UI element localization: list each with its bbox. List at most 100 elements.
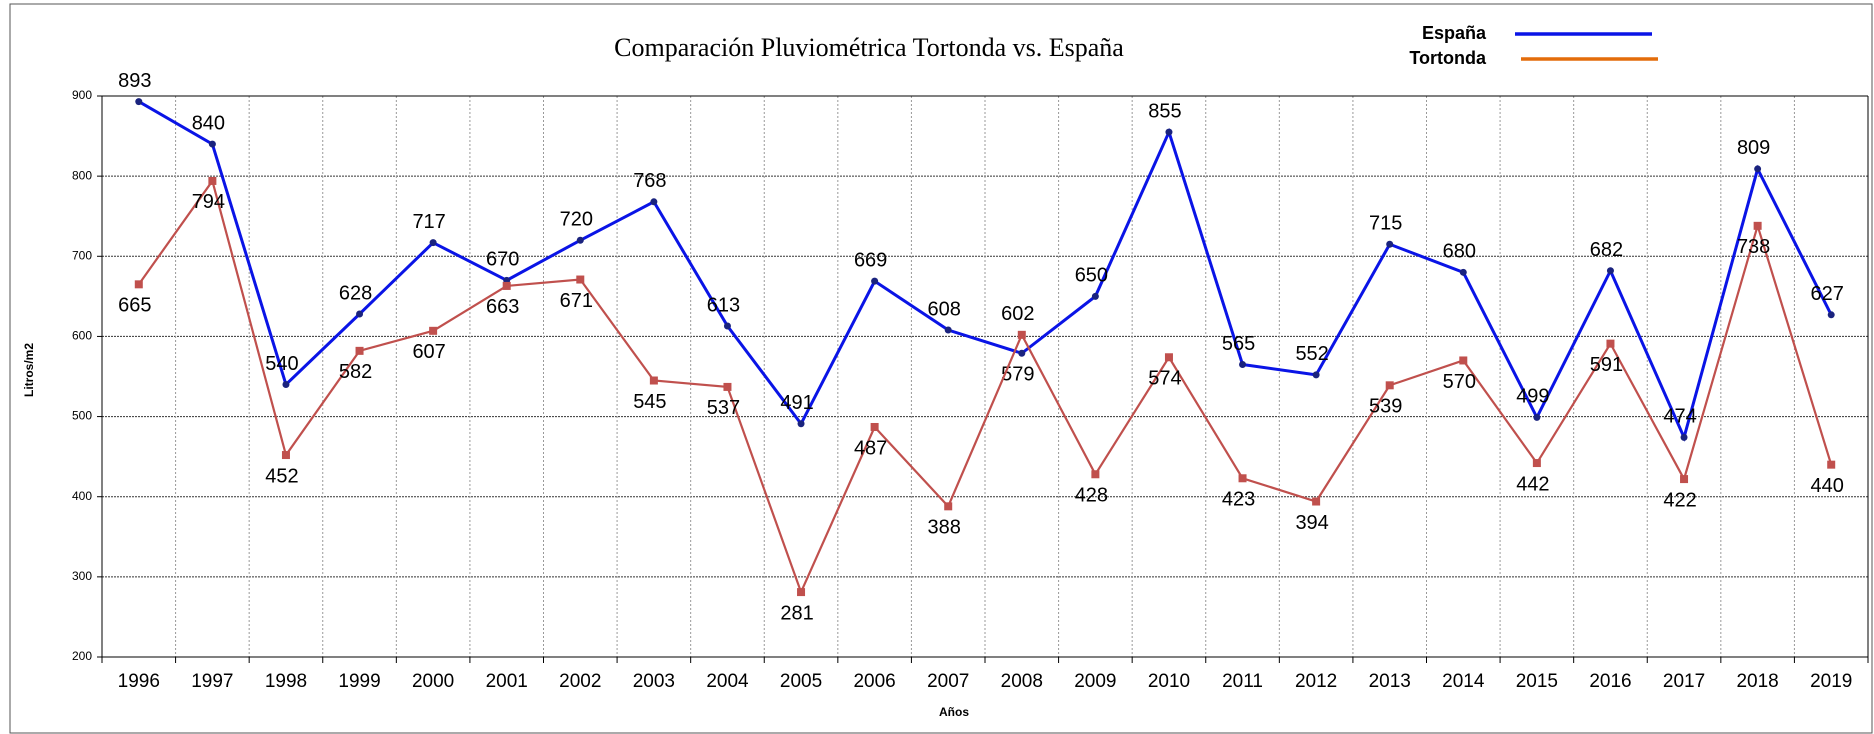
value-label: 682 — [1590, 239, 1623, 261]
value-label: 539 — [1369, 396, 1402, 418]
value-label: 607 — [412, 341, 445, 363]
value-label: 650 — [1075, 265, 1108, 287]
value-label: 613 — [707, 294, 740, 316]
point — [1385, 381, 1394, 390]
x-tick-label: 2019 — [1810, 671, 1852, 692]
value-label: 627 — [1811, 283, 1844, 305]
point — [576, 275, 585, 284]
point — [1459, 356, 1468, 365]
x-tick-label: 2016 — [1589, 671, 1631, 692]
x-tick-label: 2002 — [559, 671, 601, 692]
point — [1606, 339, 1615, 348]
point — [1532, 459, 1541, 468]
point — [208, 140, 216, 148]
point — [1533, 413, 1541, 421]
y-tick-label: 800 — [72, 168, 92, 182]
y-tick-label: 400 — [72, 489, 92, 503]
point — [1239, 360, 1247, 368]
value-label: 574 — [1148, 368, 1181, 390]
value-label: 768 — [633, 170, 666, 192]
value-label: 720 — [560, 209, 593, 231]
value-label: 855 — [1148, 100, 1181, 122]
value-label: 428 — [1075, 485, 1108, 507]
x-tick-label: 2001 — [486, 671, 528, 692]
value-label: 565 — [1222, 333, 1255, 355]
point — [1459, 268, 1467, 276]
point — [1753, 221, 1762, 230]
value-label: 628 — [339, 282, 372, 304]
point — [1165, 128, 1173, 136]
value-label: 582 — [339, 361, 372, 383]
value-label: 717 — [412, 211, 445, 233]
value-label: 608 — [928, 298, 961, 320]
point — [135, 98, 143, 106]
point — [356, 310, 364, 318]
value-label: 602 — [1001, 303, 1034, 325]
x-tick-label: 2005 — [780, 671, 822, 692]
value-label: 394 — [1295, 512, 1328, 534]
value-label: 570 — [1443, 371, 1476, 393]
x-tick-label: 1999 — [338, 671, 380, 692]
point — [1091, 292, 1099, 300]
point — [1680, 475, 1689, 484]
x-tick-label: 2017 — [1663, 671, 1705, 692]
value-label: 281 — [780, 602, 813, 624]
value-label: 715 — [1369, 213, 1402, 235]
legend-label: Tortonda — [1409, 48, 1487, 68]
y-tick-label: 600 — [72, 329, 92, 343]
x-tick-label: 1998 — [265, 671, 307, 692]
value-label: 671 — [560, 290, 593, 312]
value-label: 663 — [486, 296, 519, 318]
chart-title: Comparación Pluviométrica Tortonda vs. E… — [614, 33, 1124, 62]
x-tick-label: 2009 — [1074, 671, 1116, 692]
value-label: 423 — [1222, 489, 1255, 511]
point — [1238, 474, 1247, 483]
point — [134, 280, 143, 289]
point — [281, 451, 290, 460]
value-label: 738 — [1737, 236, 1770, 258]
series-line — [137, 178, 1833, 596]
value-label: 840 — [192, 112, 225, 134]
x-tick-label: 2015 — [1516, 671, 1558, 692]
point — [429, 326, 438, 335]
x-tick-label: 2006 — [853, 671, 895, 692]
value-label: 669 — [854, 249, 887, 271]
point — [1164, 353, 1173, 362]
value-label: 545 — [633, 391, 666, 413]
point — [871, 277, 879, 285]
x-tick-label: 2008 — [1001, 671, 1043, 692]
point — [1827, 460, 1836, 469]
value-label: 579 — [1001, 364, 1034, 386]
value-label: 442 — [1516, 473, 1549, 495]
point — [944, 326, 952, 334]
point — [944, 502, 953, 511]
x-tick-label: 2004 — [706, 671, 749, 692]
point — [650, 198, 658, 206]
value-label: 474 — [1663, 406, 1696, 428]
point — [282, 381, 290, 389]
y-axis-label: Litros/m2 — [22, 343, 36, 397]
point — [1312, 497, 1321, 506]
point — [723, 322, 731, 330]
point — [723, 382, 732, 391]
point — [797, 588, 806, 597]
point — [649, 376, 658, 385]
y-tick-label: 300 — [72, 569, 92, 583]
legend-label: España — [1422, 23, 1487, 43]
point — [429, 239, 437, 247]
x-tick-label: 2013 — [1369, 671, 1411, 692]
point — [1018, 349, 1026, 357]
value-label: 680 — [1443, 241, 1476, 263]
series-line — [138, 100, 1833, 442]
point — [797, 420, 805, 428]
point — [870, 422, 879, 431]
point — [1386, 240, 1394, 248]
value-label: 499 — [1516, 386, 1549, 408]
point — [1606, 267, 1614, 275]
point — [576, 236, 584, 244]
value-label: 440 — [1811, 475, 1844, 497]
value-label: 537 — [707, 397, 740, 419]
value-label: 809 — [1737, 137, 1770, 159]
x-tick-label: 1997 — [191, 671, 233, 692]
